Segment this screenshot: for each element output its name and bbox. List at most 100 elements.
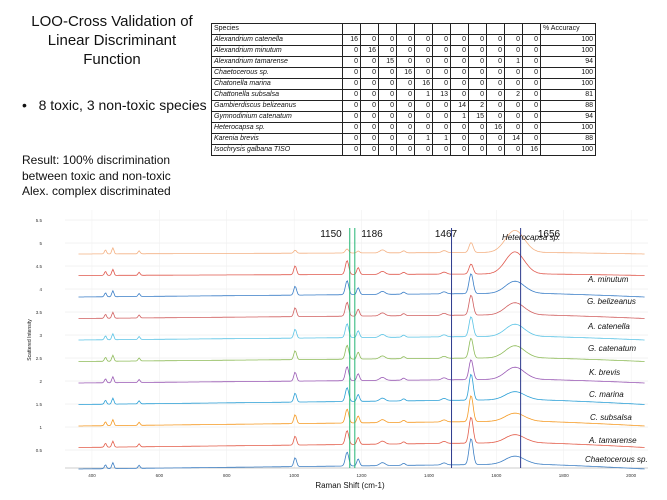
count-cell: 15 xyxy=(378,56,397,68)
table-row: Chaetocerous sp. 0 0 0 16 0 0 0 0 0 0 0 100 xyxy=(211,67,596,79)
count-cell: 0 xyxy=(342,56,361,68)
count-cell: 1 xyxy=(414,89,433,101)
count-cell: 0 xyxy=(432,111,451,123)
species-label: A. minutum xyxy=(587,275,629,284)
species-name: Chatonella marina xyxy=(211,78,343,90)
count-cell: 16 xyxy=(486,122,505,134)
count-cell: 0 xyxy=(522,78,541,90)
count-cell: 0 xyxy=(522,122,541,134)
count-cell: 0 xyxy=(378,78,397,90)
count-cell: 1 xyxy=(432,133,451,145)
accuracy-cell: 100 xyxy=(540,45,596,57)
table-row: Karenia brevis 0 0 0 0 1 1 0 0 0 14 0 88 xyxy=(211,133,596,145)
count-cell: 0 xyxy=(378,144,397,156)
header-accuracy: % Accuracy xyxy=(540,23,596,35)
x-tick-label: 1800 xyxy=(559,473,570,478)
count-cell: 13 xyxy=(432,89,451,101)
species-label: Heterocapsa sp. xyxy=(502,233,560,242)
count-cell: 0 xyxy=(486,34,505,46)
count-cell: 0 xyxy=(396,89,415,101)
species-label: A. tamarense xyxy=(588,436,637,445)
count-cell: 0 xyxy=(432,144,451,156)
species-name: Gambierdiscus belizeanus xyxy=(211,100,343,112)
count-cell: 0 xyxy=(360,122,379,134)
accuracy-cell: 100 xyxy=(540,34,596,46)
count-cell: 0 xyxy=(450,45,469,57)
y-tick-label: 1 xyxy=(39,425,42,430)
spectrum-line xyxy=(78,438,645,470)
count-cell: 0 xyxy=(486,45,505,57)
count-cell: 0 xyxy=(468,144,487,156)
count-cell: 0 xyxy=(468,34,487,46)
count-cell: 2 xyxy=(504,89,523,101)
count-cell: 0 xyxy=(396,133,415,145)
count-cell: 0 xyxy=(414,100,433,112)
count-cell: 0 xyxy=(522,45,541,57)
count-cell: 0 xyxy=(342,78,361,90)
marker-labels: 1150 1186 1467 1656 xyxy=(320,229,560,240)
marker-label: 1186 xyxy=(361,229,383,240)
count-cell: 2 xyxy=(468,100,487,112)
species-name: Karenia brevis xyxy=(211,133,343,145)
count-cell: 0 xyxy=(360,111,379,123)
y-tick-label: 2 xyxy=(39,379,42,384)
count-cell: 0 xyxy=(396,111,415,123)
count-cell: 0 xyxy=(468,56,487,68)
header-cell xyxy=(396,23,415,35)
accuracy-cell: 81 xyxy=(540,89,596,101)
count-cell: 0 xyxy=(342,100,361,112)
count-cell: 0 xyxy=(432,56,451,68)
species-label: Chaetocerous sp. xyxy=(585,455,648,464)
marker-label: 1467 xyxy=(435,229,458,240)
spectrum-line xyxy=(78,230,645,255)
spectrum-line xyxy=(78,395,645,427)
count-cell: 0 xyxy=(378,122,397,134)
y-tick-label: 5.5 xyxy=(36,218,43,223)
count-cell: 0 xyxy=(468,78,487,90)
bullet-text: 8 toxic, 3 non-toxic species xyxy=(38,97,207,113)
y-tick-label: 3.5 xyxy=(36,310,43,315)
count-cell: 0 xyxy=(432,78,451,90)
count-cell: 0 xyxy=(486,89,505,101)
count-cell: 0 xyxy=(378,67,397,79)
y-tick-label: 1.5 xyxy=(36,402,43,407)
count-cell: 16 xyxy=(522,144,541,156)
count-cell: 0 xyxy=(486,100,505,112)
count-cell: 0 xyxy=(342,45,361,57)
count-cell: 0 xyxy=(378,100,397,112)
accuracy-cell: 88 xyxy=(540,100,596,112)
count-cell: 14 xyxy=(450,100,469,112)
slide-title: LOO-Cross Validation of Linear Discrimin… xyxy=(31,13,193,68)
accuracy-cell: 100 xyxy=(540,122,596,134)
count-cell: 0 xyxy=(396,144,415,156)
spectra-curves xyxy=(78,230,645,470)
count-cell: 0 xyxy=(522,111,541,123)
header-cell xyxy=(504,23,523,35)
count-cell: 0 xyxy=(522,56,541,68)
count-cell: 0 xyxy=(414,34,433,46)
accuracy-cell: 88 xyxy=(540,133,596,145)
count-cell: 0 xyxy=(522,34,541,46)
count-cell: 1 xyxy=(414,133,433,145)
table-row: Chattonella subsalsa 0 0 0 0 1 13 0 0 0 2 0 81 xyxy=(211,89,596,101)
count-cell: 16 xyxy=(414,78,433,90)
header-cell xyxy=(486,23,505,35)
count-cell: 0 xyxy=(522,133,541,145)
count-cell: 1 xyxy=(504,56,523,68)
bullet-point: • 8 toxic, 3 non-toxic species xyxy=(22,96,212,114)
count-cell: 0 xyxy=(504,45,523,57)
count-cell: 0 xyxy=(360,89,379,101)
header-cell xyxy=(360,23,379,35)
count-cell: 0 xyxy=(396,100,415,112)
y-tick-label: 4 xyxy=(39,287,42,292)
count-cell: 0 xyxy=(414,45,433,57)
count-cell: 0 xyxy=(450,67,469,79)
count-cell: 1 xyxy=(450,111,469,123)
count-cell: 0 xyxy=(486,111,505,123)
count-cell: 0 xyxy=(486,78,505,90)
marker-label: 1656 xyxy=(538,229,561,240)
count-cell: 0 xyxy=(450,144,469,156)
bullet-dot: • xyxy=(22,97,39,113)
count-cell: 0 xyxy=(468,45,487,57)
accuracy-cell: 100 xyxy=(540,67,596,79)
